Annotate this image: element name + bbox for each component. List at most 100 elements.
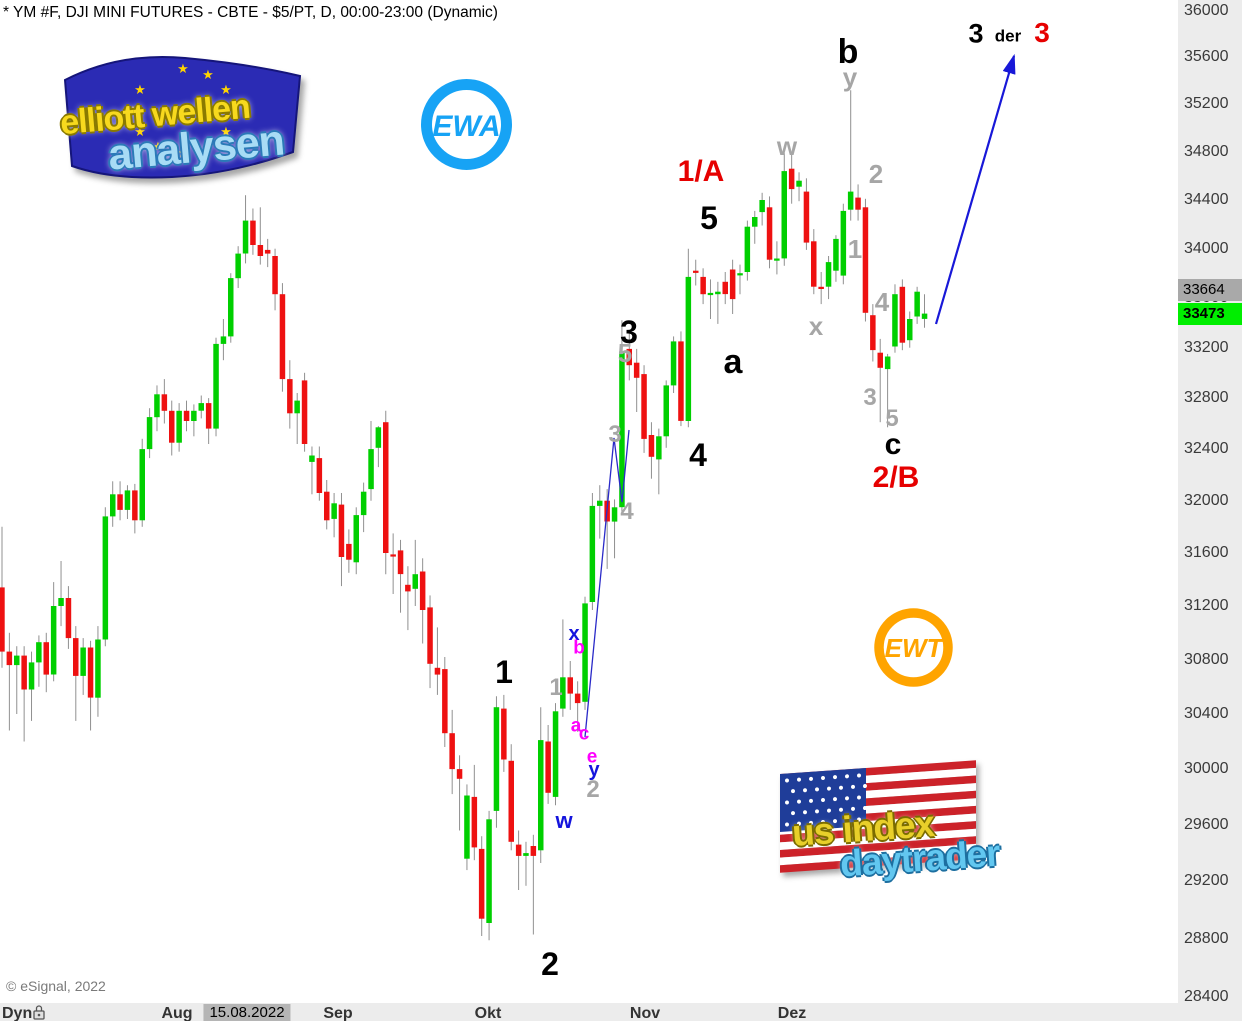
price-tick-label: 34800 [1184, 143, 1229, 160]
svg-text:★: ★ [220, 124, 232, 139]
candle [811, 229, 817, 295]
price-tick-label: 29600 [1184, 816, 1229, 833]
candle [545, 725, 551, 804]
candle [132, 483, 138, 534]
time-axis-month: Nov [629, 1005, 661, 1021]
candle [169, 400, 175, 456]
candle [95, 626, 101, 717]
candle [228, 273, 234, 343]
candle [825, 256, 832, 300]
candle [530, 834, 537, 935]
candle [523, 841, 529, 886]
candle [626, 331, 632, 381]
svg-text:★: ★ [152, 139, 164, 154]
candlestick-plot [0, 53, 1016, 941]
ewt-badge-text: EWT [885, 633, 945, 663]
candle [877, 338, 883, 423]
candle [656, 428, 662, 495]
price-tick-label: 34400 [1184, 191, 1229, 208]
candle [110, 481, 116, 527]
ewa-logo: EWA [418, 76, 515, 173]
svg-text:★: ★ [134, 82, 146, 97]
candle [899, 279, 906, 351]
candle [574, 681, 581, 732]
candle [693, 259, 699, 286]
svg-text:★: ★ [127, 103, 139, 118]
candle [589, 493, 596, 610]
candle [774, 241, 780, 275]
candle [375, 426, 382, 468]
candle [191, 404, 197, 437]
candle [80, 638, 86, 695]
price-tick-label: 30400 [1184, 705, 1229, 722]
candle [397, 539, 404, 613]
price-axis[interactable]: 3600035600352003480034400340003360033200… [1178, 0, 1242, 1021]
prev-close-price-box: 33664 [1178, 279, 1242, 301]
dynamic-scale-button[interactable]: Dyn [2, 1005, 33, 1021]
candle [781, 153, 787, 266]
price-tick-label: 34000 [1184, 240, 1229, 257]
candle [870, 304, 876, 362]
svg-text:★: ★ [134, 124, 146, 139]
candle [272, 248, 278, 311]
candle [213, 337, 219, 437]
candle [788, 153, 795, 204]
lock-icon[interactable] [32, 1004, 46, 1020]
candle [287, 360, 293, 429]
candle [58, 561, 64, 627]
candle [907, 311, 913, 348]
candle [250, 208, 256, 255]
candle [752, 210, 758, 244]
candle [65, 586, 72, 649]
candle [567, 661, 573, 710]
candle [737, 264, 743, 295]
candle [301, 372, 308, 452]
candle [368, 421, 374, 501]
price-tick-label: 31200 [1184, 597, 1229, 614]
ewa-badge-text: EWA [432, 110, 500, 143]
candle [324, 480, 330, 530]
candle [803, 178, 810, 250]
candle [154, 385, 160, 432]
candle [346, 529, 352, 573]
candle [552, 703, 559, 806]
candle [331, 493, 337, 538]
svg-text:★: ★ [202, 139, 214, 154]
candle [176, 403, 182, 452]
candle [316, 446, 323, 501]
candle [582, 596, 588, 710]
candle [707, 279, 714, 319]
candle [419, 558, 426, 644]
candle [796, 172, 802, 202]
projection-arrow [934, 53, 1016, 325]
chart-canvas[interactable]: * YM #F, DJI MINI FUTURES - CBTE - $5/PT… [0, 0, 1178, 1003]
candle [6, 632, 13, 731]
candle [50, 582, 57, 682]
candle [338, 493, 345, 587]
candle [383, 410, 389, 575]
candle [744, 220, 751, 281]
price-tick-label: 35200 [1184, 95, 1229, 112]
candle [840, 203, 847, 285]
price-tick-label: 31600 [1184, 544, 1229, 561]
candle [648, 422, 655, 479]
candle [855, 184, 861, 221]
candle [427, 595, 433, 689]
us-index-daytrader-logo: us index daytrader [768, 758, 1068, 900]
candle [493, 696, 500, 828]
price-tick-label: 33200 [1184, 339, 1229, 356]
trend-line [584, 429, 630, 738]
candle [508, 744, 514, 851]
candle [21, 646, 27, 742]
ewt-ring-icon [874, 608, 953, 687]
candle [597, 485, 603, 539]
candle [759, 192, 765, 226]
candle [220, 319, 227, 361]
time-axis[interactable]: Dyn 15.08.2022 Aug Sep Okt Nov Dez [0, 1003, 1242, 1021]
candle [464, 784, 470, 871]
candle [146, 408, 153, 459]
candle [28, 651, 35, 721]
candle [87, 640, 94, 731]
candle [161, 379, 168, 424]
